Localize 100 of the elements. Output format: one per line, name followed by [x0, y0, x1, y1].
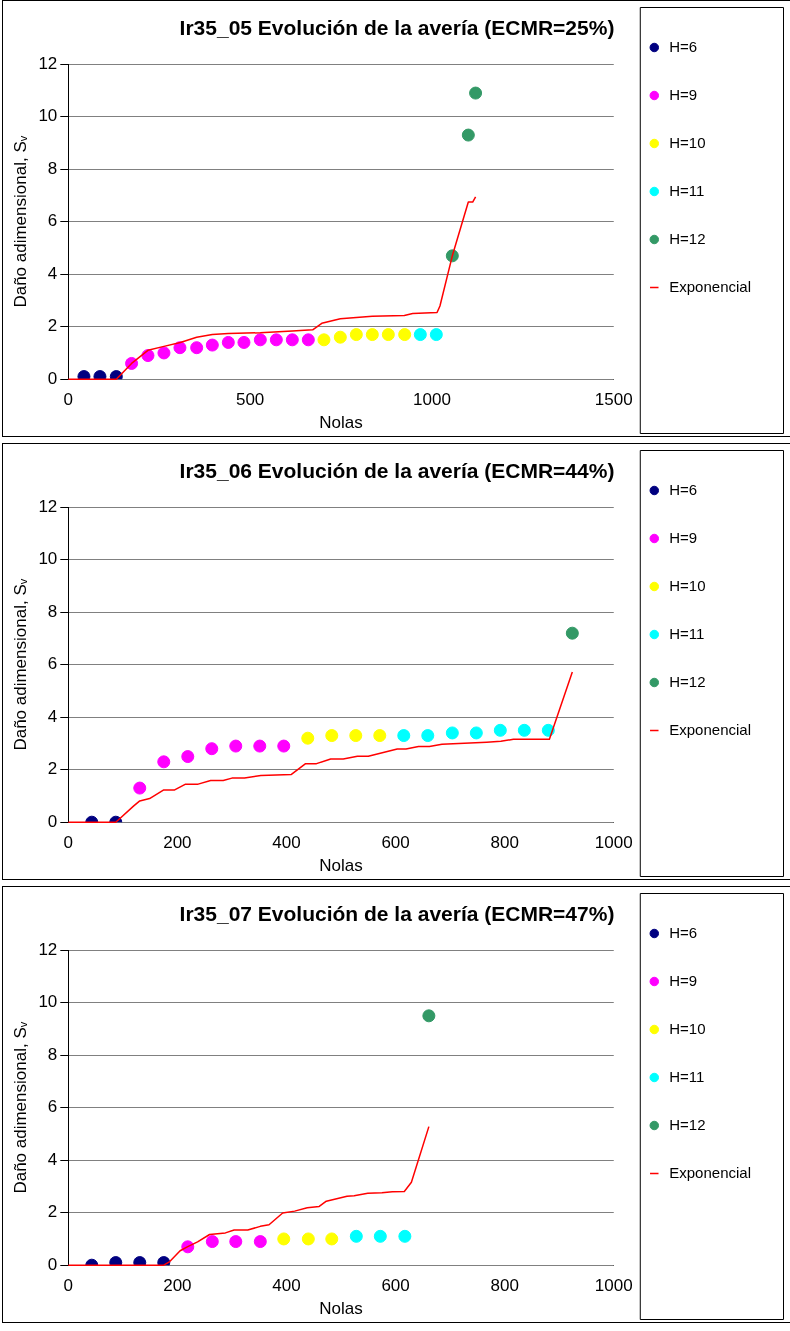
point	[398, 328, 412, 342]
point	[205, 1235, 219, 1249]
point	[381, 328, 395, 342]
x-tick-label: 0	[63, 833, 74, 853]
y-tick-label: 2	[47, 1202, 58, 1222]
point	[237, 335, 251, 349]
y-tick-label: 8	[47, 601, 58, 621]
legend-label: H=9	[669, 528, 698, 546]
x-tick-label: 200	[163, 833, 192, 853]
y-axis-title: Daño adimensional, Sᵥ	[10, 1021, 30, 1194]
y-tick-label: 12	[38, 496, 58, 516]
point	[253, 739, 267, 753]
point	[429, 328, 443, 342]
y-axis-title: Daño adimensional, Sᵥ	[10, 135, 30, 308]
point	[445, 726, 459, 740]
chart-title: Ir35_06 Evolución de la avería (ECMR=44%)	[179, 459, 615, 483]
y-tick-label: 12	[38, 939, 58, 959]
point	[277, 739, 291, 753]
point	[469, 726, 483, 740]
x-tick-label: 1000	[413, 390, 451, 410]
legend-label: H=10	[669, 576, 706, 594]
point	[373, 729, 387, 743]
point	[373, 1229, 387, 1243]
point	[157, 755, 171, 769]
point	[421, 729, 435, 743]
x-tick-label: 800	[490, 833, 519, 853]
y-tick-label: 8	[47, 158, 58, 178]
point	[253, 333, 267, 347]
point	[317, 333, 331, 347]
legend-label: H=6	[669, 480, 698, 498]
point	[190, 341, 204, 355]
legend-label: H=10	[669, 1019, 706, 1037]
x-tick-label: 600	[381, 833, 410, 853]
point	[205, 338, 219, 352]
legend-label: H=10	[669, 133, 706, 151]
chart-title: Ir35_07 Evolución de la avería (ECMR=47%)	[179, 902, 615, 926]
point	[413, 328, 427, 342]
y-tick-label: 10	[38, 549, 58, 569]
y-tick-label: 10	[38, 106, 58, 126]
point	[269, 333, 283, 347]
y-tick-label: 2	[47, 316, 58, 336]
point	[133, 781, 147, 795]
point	[469, 86, 483, 100]
point	[565, 626, 579, 640]
legend-label: H=11	[669, 1067, 705, 1085]
point	[301, 731, 315, 745]
point	[229, 739, 243, 753]
point	[325, 729, 339, 743]
x-tick-label: 0	[63, 1276, 74, 1296]
legend-label: H=9	[669, 971, 698, 989]
y-axis-title: Daño adimensional, Sᵥ	[10, 578, 30, 751]
point	[349, 1229, 363, 1243]
x-axis-title: Nolas	[319, 413, 363, 433]
x-tick-label: 200	[163, 1276, 192, 1296]
y-tick-label: 6	[47, 1097, 58, 1117]
point	[157, 346, 171, 360]
x-tick-label: 1000	[594, 1276, 633, 1296]
x-tick-label: 1000	[594, 833, 633, 853]
x-tick-label: 400	[272, 1276, 301, 1296]
point	[277, 1232, 291, 1246]
point	[221, 335, 235, 349]
point	[517, 723, 531, 737]
legend-label: Exponencial	[669, 1163, 752, 1181]
x-tick-label: 800	[490, 1276, 519, 1296]
point	[493, 723, 507, 737]
y-tick-label: 12	[38, 53, 58, 73]
point	[325, 1232, 339, 1246]
legend-label: H=12	[669, 672, 706, 690]
point	[173, 341, 187, 355]
legend-label: H=12	[669, 1115, 706, 1133]
x-tick-label: 1500	[594, 390, 633, 410]
point	[398, 1229, 412, 1243]
point	[285, 333, 299, 347]
legend-label: H=9	[669, 85, 698, 103]
point	[205, 742, 219, 756]
point	[349, 328, 363, 342]
point	[461, 128, 475, 142]
legend-label: H=6	[669, 37, 698, 55]
legend-label: H=11	[669, 181, 705, 199]
y-tick-label: 0	[47, 1254, 58, 1274]
y-tick-label: 6	[47, 211, 58, 231]
point	[541, 723, 555, 737]
x-axis-title: Nolas	[319, 1299, 363, 1319]
point	[365, 328, 379, 342]
legend-label: H=12	[669, 229, 706, 247]
point	[253, 1235, 267, 1249]
legend-label: H=11	[669, 624, 705, 642]
point	[349, 729, 363, 743]
point	[229, 1235, 243, 1249]
y-tick-label: 6	[47, 654, 58, 674]
x-tick-label: 500	[235, 390, 265, 410]
legend-label: H=6	[669, 923, 698, 941]
y-tick-label: 0	[47, 811, 58, 831]
y-tick-label: 4	[47, 706, 58, 726]
y-tick-label: 8	[47, 1044, 58, 1064]
point	[301, 333, 315, 347]
y-tick-label: 4	[47, 1149, 58, 1169]
point	[397, 729, 411, 743]
legend-label: Exponencial	[669, 277, 752, 295]
legend-label: Exponencial	[669, 720, 752, 738]
